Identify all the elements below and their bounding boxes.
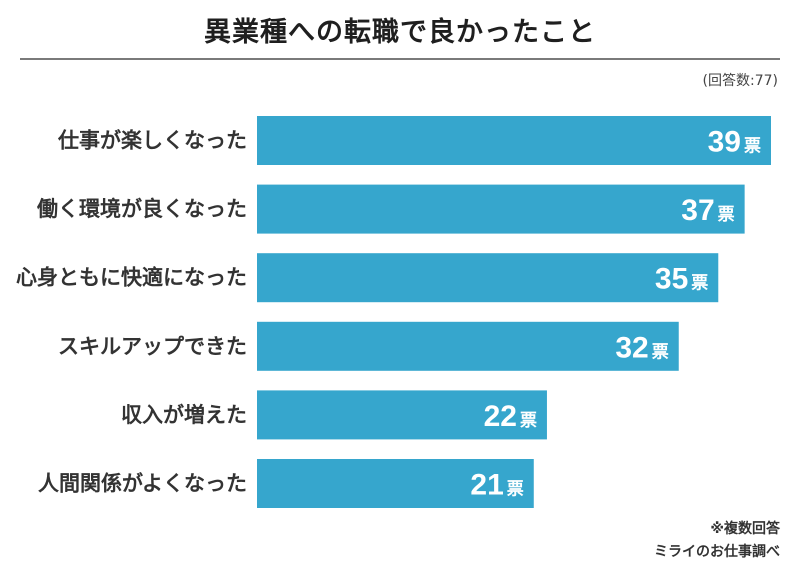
bar [257,390,547,440]
value-unit: 票 [652,342,669,362]
bar [257,184,745,234]
value-number: 39 [708,126,741,159]
value-number: 21 [470,469,503,502]
value-label: 35 票 [655,263,708,296]
value-label: 37 票 [681,194,734,227]
value-unit: 票 [691,274,708,294]
value-number: 22 [484,400,517,433]
category-label: 人間関係がよくなった [38,472,247,496]
bar [257,459,534,508]
source-credit: ミライのお仕事調べ [654,544,780,560]
multiple-answer-note: ※複数回答 [710,521,780,537]
value-label: 22 票 [484,400,537,433]
respondent-count: (回答数:77) [702,73,778,89]
chart-title: 異業種への転職で良かったこと [204,17,596,48]
value-label: 39 票 [708,126,761,159]
category-label: 心身ともに快適になった [16,266,247,290]
value-unit: 票 [520,411,537,431]
value-unit: 票 [744,137,761,157]
category-label: 仕事が楽しくなった [57,129,247,153]
category-label: 収入が増えた [121,403,247,427]
value-unit: 票 [718,205,735,225]
value-number: 37 [681,194,714,227]
value-number: 35 [655,263,688,296]
bar [257,116,771,165]
bar [257,253,719,303]
value-label: 32 票 [615,331,668,364]
value-label: 21 票 [470,469,523,502]
title-divider [20,58,780,60]
category-label: 働く環境が良くなった [36,197,247,221]
bar [257,321,679,371]
value-number: 32 [615,331,648,364]
category-label: スキルアップできた [58,334,247,358]
value-unit: 票 [507,480,524,500]
